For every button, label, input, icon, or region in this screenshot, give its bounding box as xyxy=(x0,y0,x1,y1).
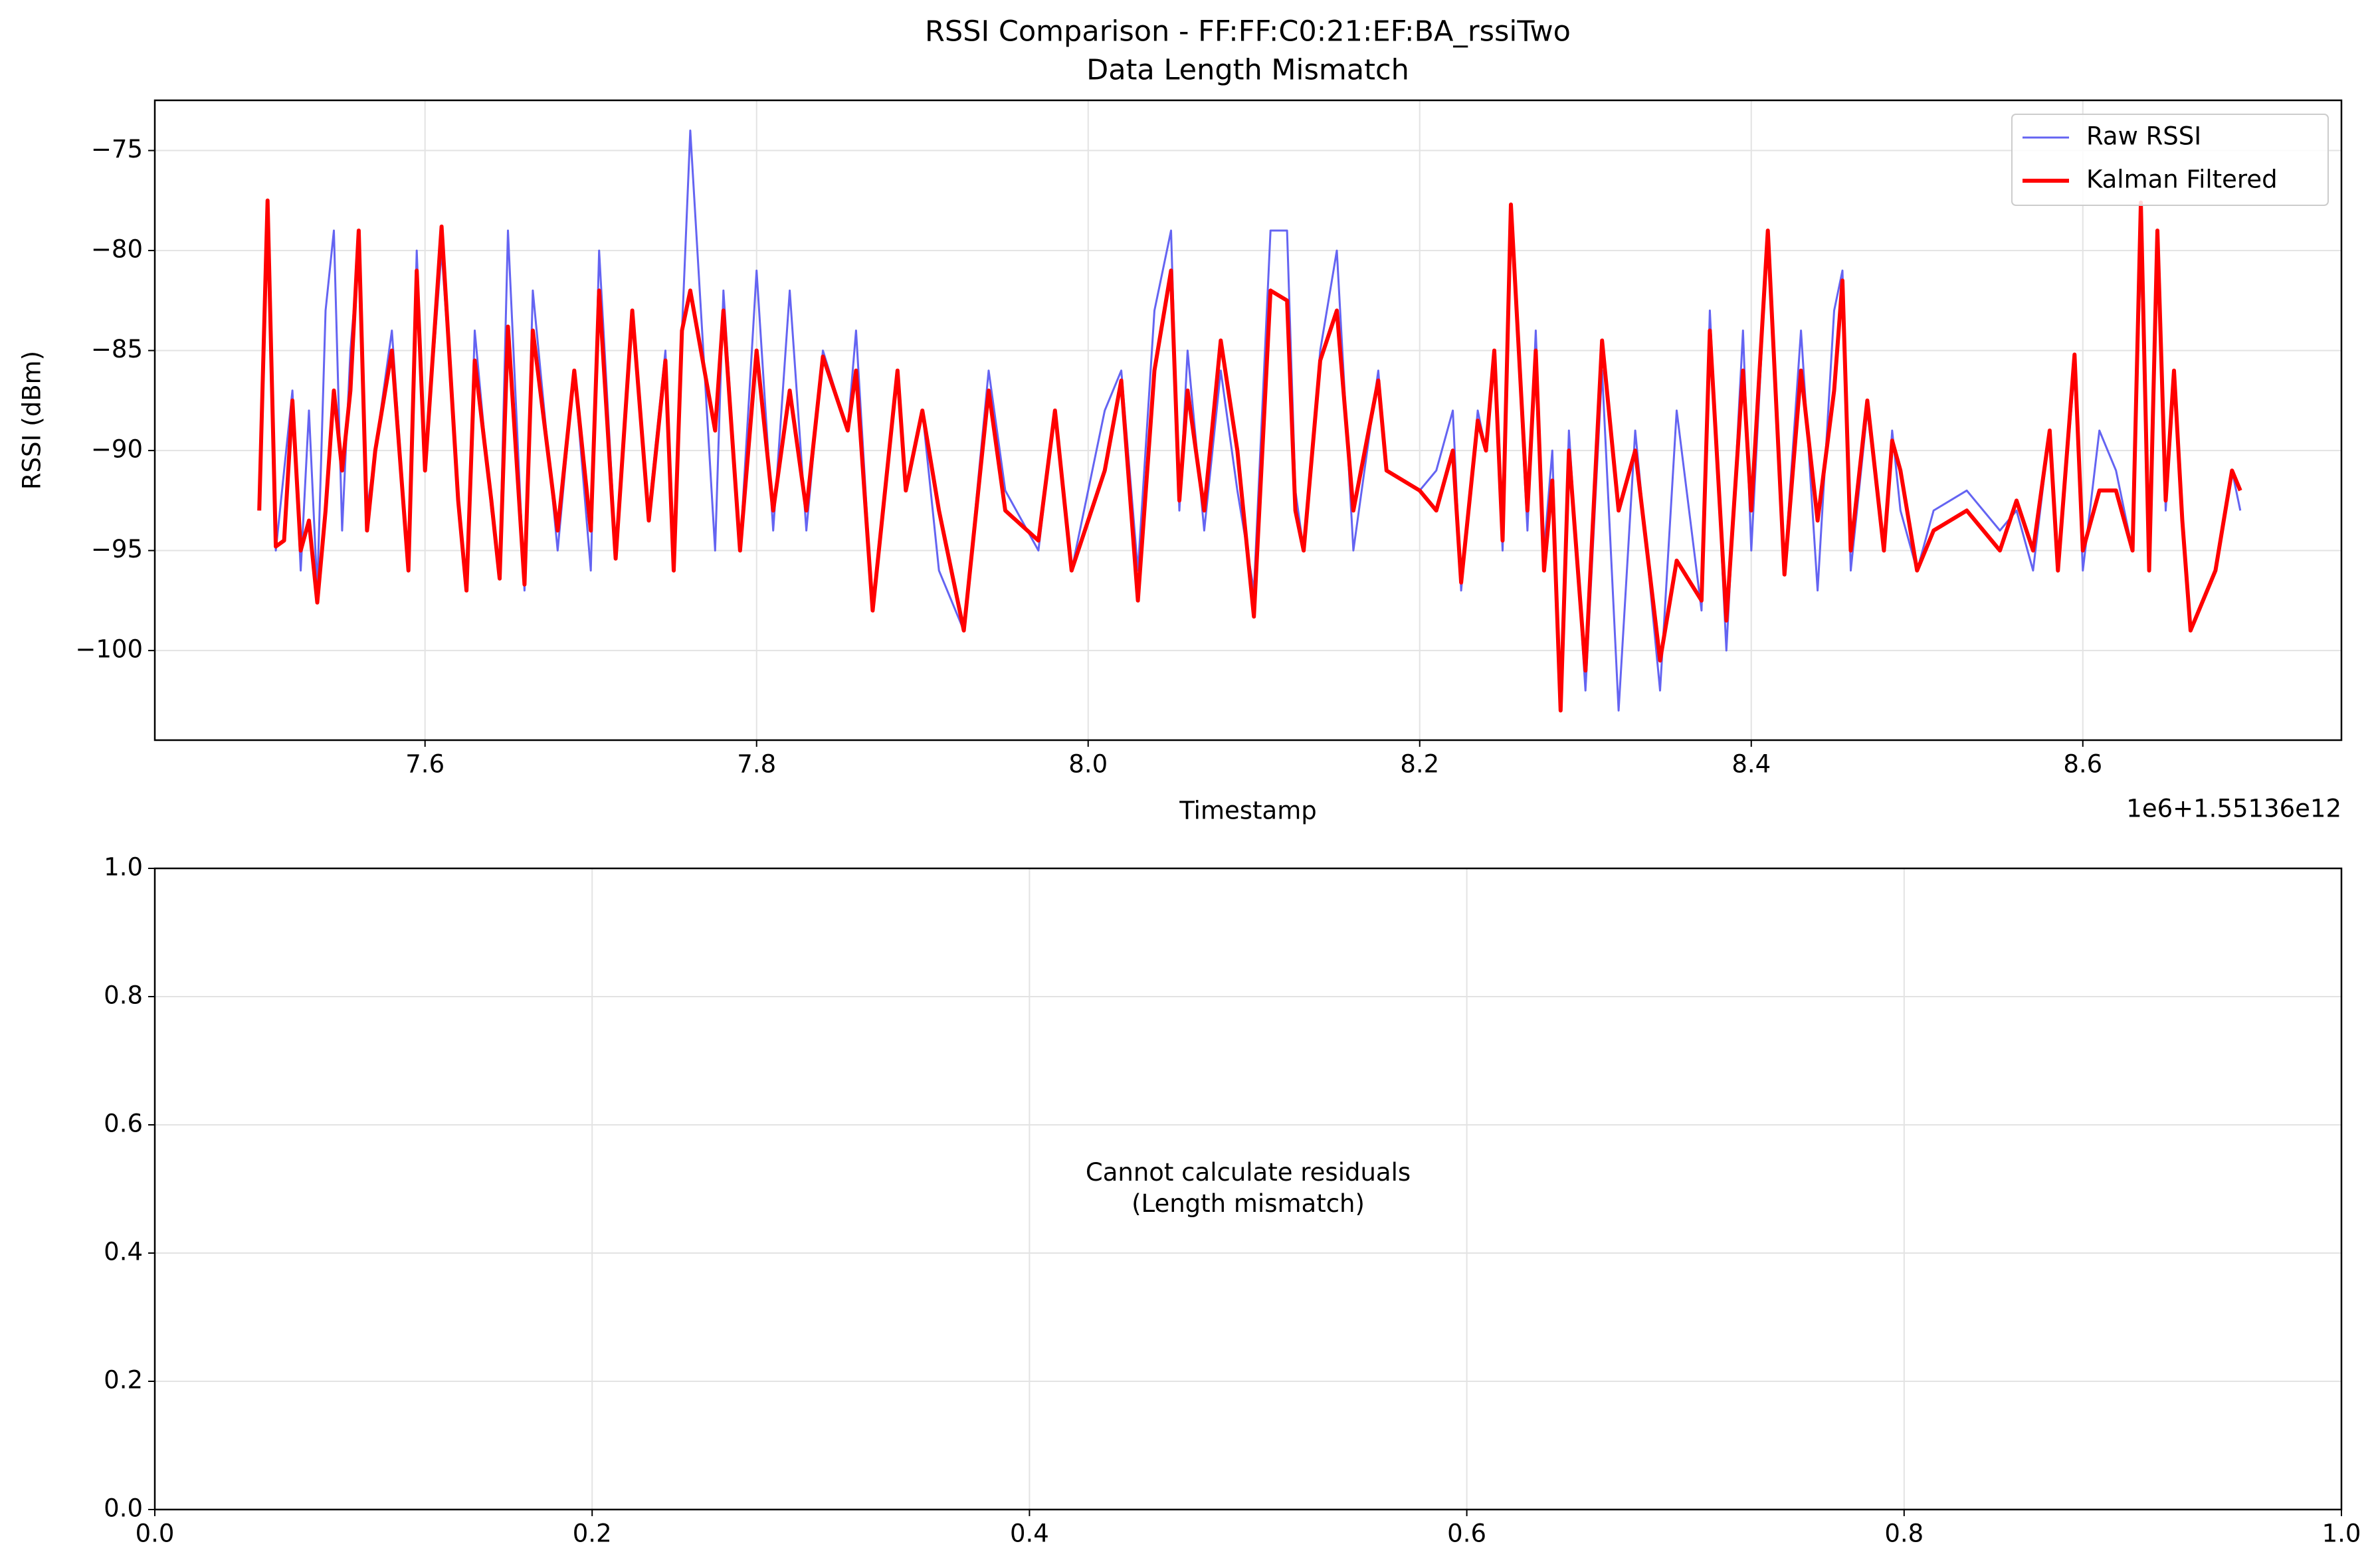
y-tick-label: 0.6 xyxy=(104,1110,143,1138)
y-tick-label: 0.8 xyxy=(104,981,143,1010)
x-tick-label: 7.8 xyxy=(737,750,776,779)
x-offset-label: 1e6+1.55136e12 xyxy=(2126,795,2341,823)
data-line xyxy=(257,198,2242,713)
legend-label: Kalman Filtered xyxy=(2086,165,2278,194)
chart-subtitle: Data Length Mismatch xyxy=(1086,54,1409,87)
x-tick-label: 7.6 xyxy=(405,750,445,779)
x-tick-label: 0.0 xyxy=(136,1519,175,1548)
y-tick-label: −85 xyxy=(91,335,143,363)
axes-frame xyxy=(153,99,2343,741)
y-tick-label: −100 xyxy=(75,635,143,664)
y-tick-label: 1.0 xyxy=(104,853,143,882)
axes-frame xyxy=(153,867,2343,1511)
x-tick-label: 0.8 xyxy=(1884,1519,1924,1548)
x-tick-label: 8.0 xyxy=(1068,750,1108,779)
x-tick-label: 0.2 xyxy=(573,1519,612,1548)
y-tick-label: 0.0 xyxy=(104,1494,143,1523)
legend: Raw RSSI Kalman Filtered xyxy=(2011,114,2329,206)
y-tick-label: −75 xyxy=(91,135,143,163)
y-tick-label: −95 xyxy=(91,535,143,563)
x-tick-label: 1.0 xyxy=(2322,1519,2361,1548)
annotation: Cannot calculate residuals xyxy=(1086,1158,1411,1187)
x-tick-label: 0.4 xyxy=(1010,1519,1049,1548)
y-tick-label: −90 xyxy=(91,435,143,464)
legend-box xyxy=(2011,114,2329,206)
x-tick-label: 8.2 xyxy=(1400,750,1439,779)
data-line xyxy=(258,130,2242,712)
annotation: (Length mismatch) xyxy=(1132,1189,1365,1218)
y-axis-label: RSSI (dBm) xyxy=(18,351,47,490)
x-tick-label: 0.6 xyxy=(1447,1519,1486,1548)
legend-label: Raw RSSI xyxy=(2086,122,2201,151)
y-tick-label: 0.2 xyxy=(104,1366,143,1395)
x-axis-label: Timestamp xyxy=(1179,797,1317,825)
y-tick-label: 0.4 xyxy=(104,1238,143,1266)
y-tick-label: −80 xyxy=(91,235,143,264)
chart-title: RSSI Comparison - FF:FF:C0:21:EF:BA_rssi… xyxy=(925,15,1571,49)
x-tick-label: 8.6 xyxy=(2063,750,2102,779)
x-tick-label: 8.4 xyxy=(1731,750,1771,779)
